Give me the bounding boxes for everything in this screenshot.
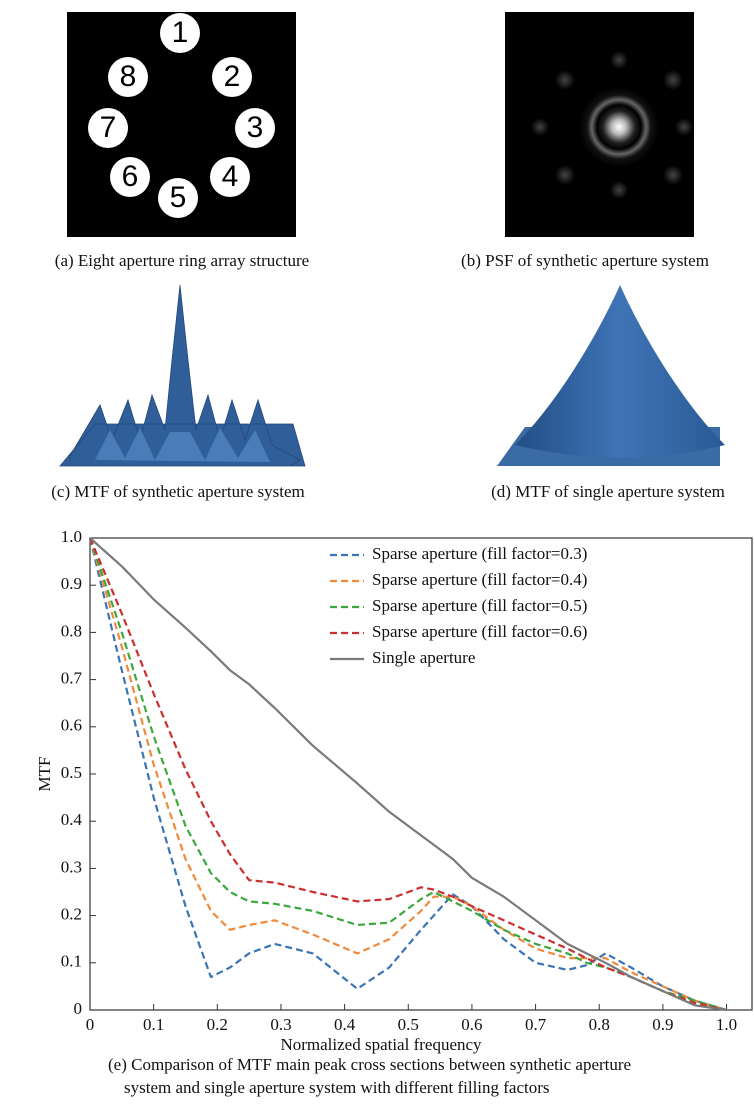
aperture-label: 5 <box>170 181 187 214</box>
x-tick-label: 0 <box>86 1015 95 1034</box>
aperture-label: 2 <box>224 60 241 93</box>
aperture-label: 6 <box>122 160 139 193</box>
x-axis-label: Normalized spatial frequency <box>280 1035 482 1054</box>
x-tick-label: 0.8 <box>589 1015 610 1034</box>
aperture-label: 4 <box>222 160 239 193</box>
aperture-label: 8 <box>120 60 137 93</box>
chart: 0 0.1 0.2 0.3 0.4 0.5 0.6 0.7 0.8 0.9 1.0 0 0.1 0.2 0.… <box>35 527 752 1097</box>
x-tick-label: 0.9 <box>652 1015 673 1034</box>
legend-label: Sparse aperture (fill factor=0.5) <box>372 596 587 615</box>
figure: 1 234 5678 (a) Eight aperture ring array st… <box>0 0 754 1110</box>
y-tick-label: 0.7 <box>61 669 83 688</box>
y-tick-label: 1.0 <box>61 527 82 546</box>
y-tick-label: 0.8 <box>61 621 82 640</box>
y-tick-label: 0.2 <box>61 905 82 924</box>
y-tick-label: 0.5 <box>61 763 82 782</box>
panel-caption: (b) PSF of synthetic aperture system <box>461 251 709 270</box>
legend-label: Sparse aperture (fill factor=0.3) <box>372 544 587 563</box>
x-tick-label: 0.3 <box>270 1015 291 1034</box>
chart-caption: (e) Comparison of MTF main peak cross se… <box>108 1055 631 1074</box>
psf-peak <box>579 87 659 167</box>
x-tick-label: 0.7 <box>525 1015 547 1034</box>
x-tick-label: 0.1 <box>143 1015 164 1034</box>
legend-label: Sparse aperture (fill factor=0.4) <box>372 570 587 589</box>
aperture-label: 7 <box>100 111 117 144</box>
aperture-label: 1 <box>172 16 189 49</box>
y-tick-label: 0.4 <box>61 810 83 829</box>
y-axis-label: MTF <box>35 757 54 792</box>
panel-caption: (a) Eight aperture ring array structure <box>55 251 309 270</box>
panel-caption: (c) MTF of synthetic aperture system <box>51 482 305 501</box>
legend-label: Sparse aperture (fill factor=0.6) <box>372 622 587 641</box>
synthetic-mtf-surface <box>60 285 305 466</box>
y-tick-label: 0 <box>74 999 83 1018</box>
y-tick-label: 0.1 <box>61 952 82 971</box>
x-tick-label: 0.5 <box>398 1015 419 1034</box>
panel-caption: (d) MTF of single aperture system <box>491 482 725 501</box>
x-tick-label: 1.0 <box>716 1015 737 1034</box>
legend-label: Single aperture <box>372 648 475 667</box>
x-tick-label: 0.2 <box>207 1015 228 1034</box>
aperture-label: 3 <box>247 111 264 144</box>
x-tick-label: 0.6 <box>461 1015 482 1034</box>
chart-caption: system and single aperture system with d… <box>124 1078 550 1097</box>
y-tick-label: 0.9 <box>61 574 82 593</box>
y-tick-label: 0.6 <box>61 716 82 735</box>
y-tick-label: 0.3 <box>61 857 82 876</box>
single-mtf-surface <box>497 285 725 466</box>
x-tick-label: 0.4 <box>334 1015 356 1034</box>
